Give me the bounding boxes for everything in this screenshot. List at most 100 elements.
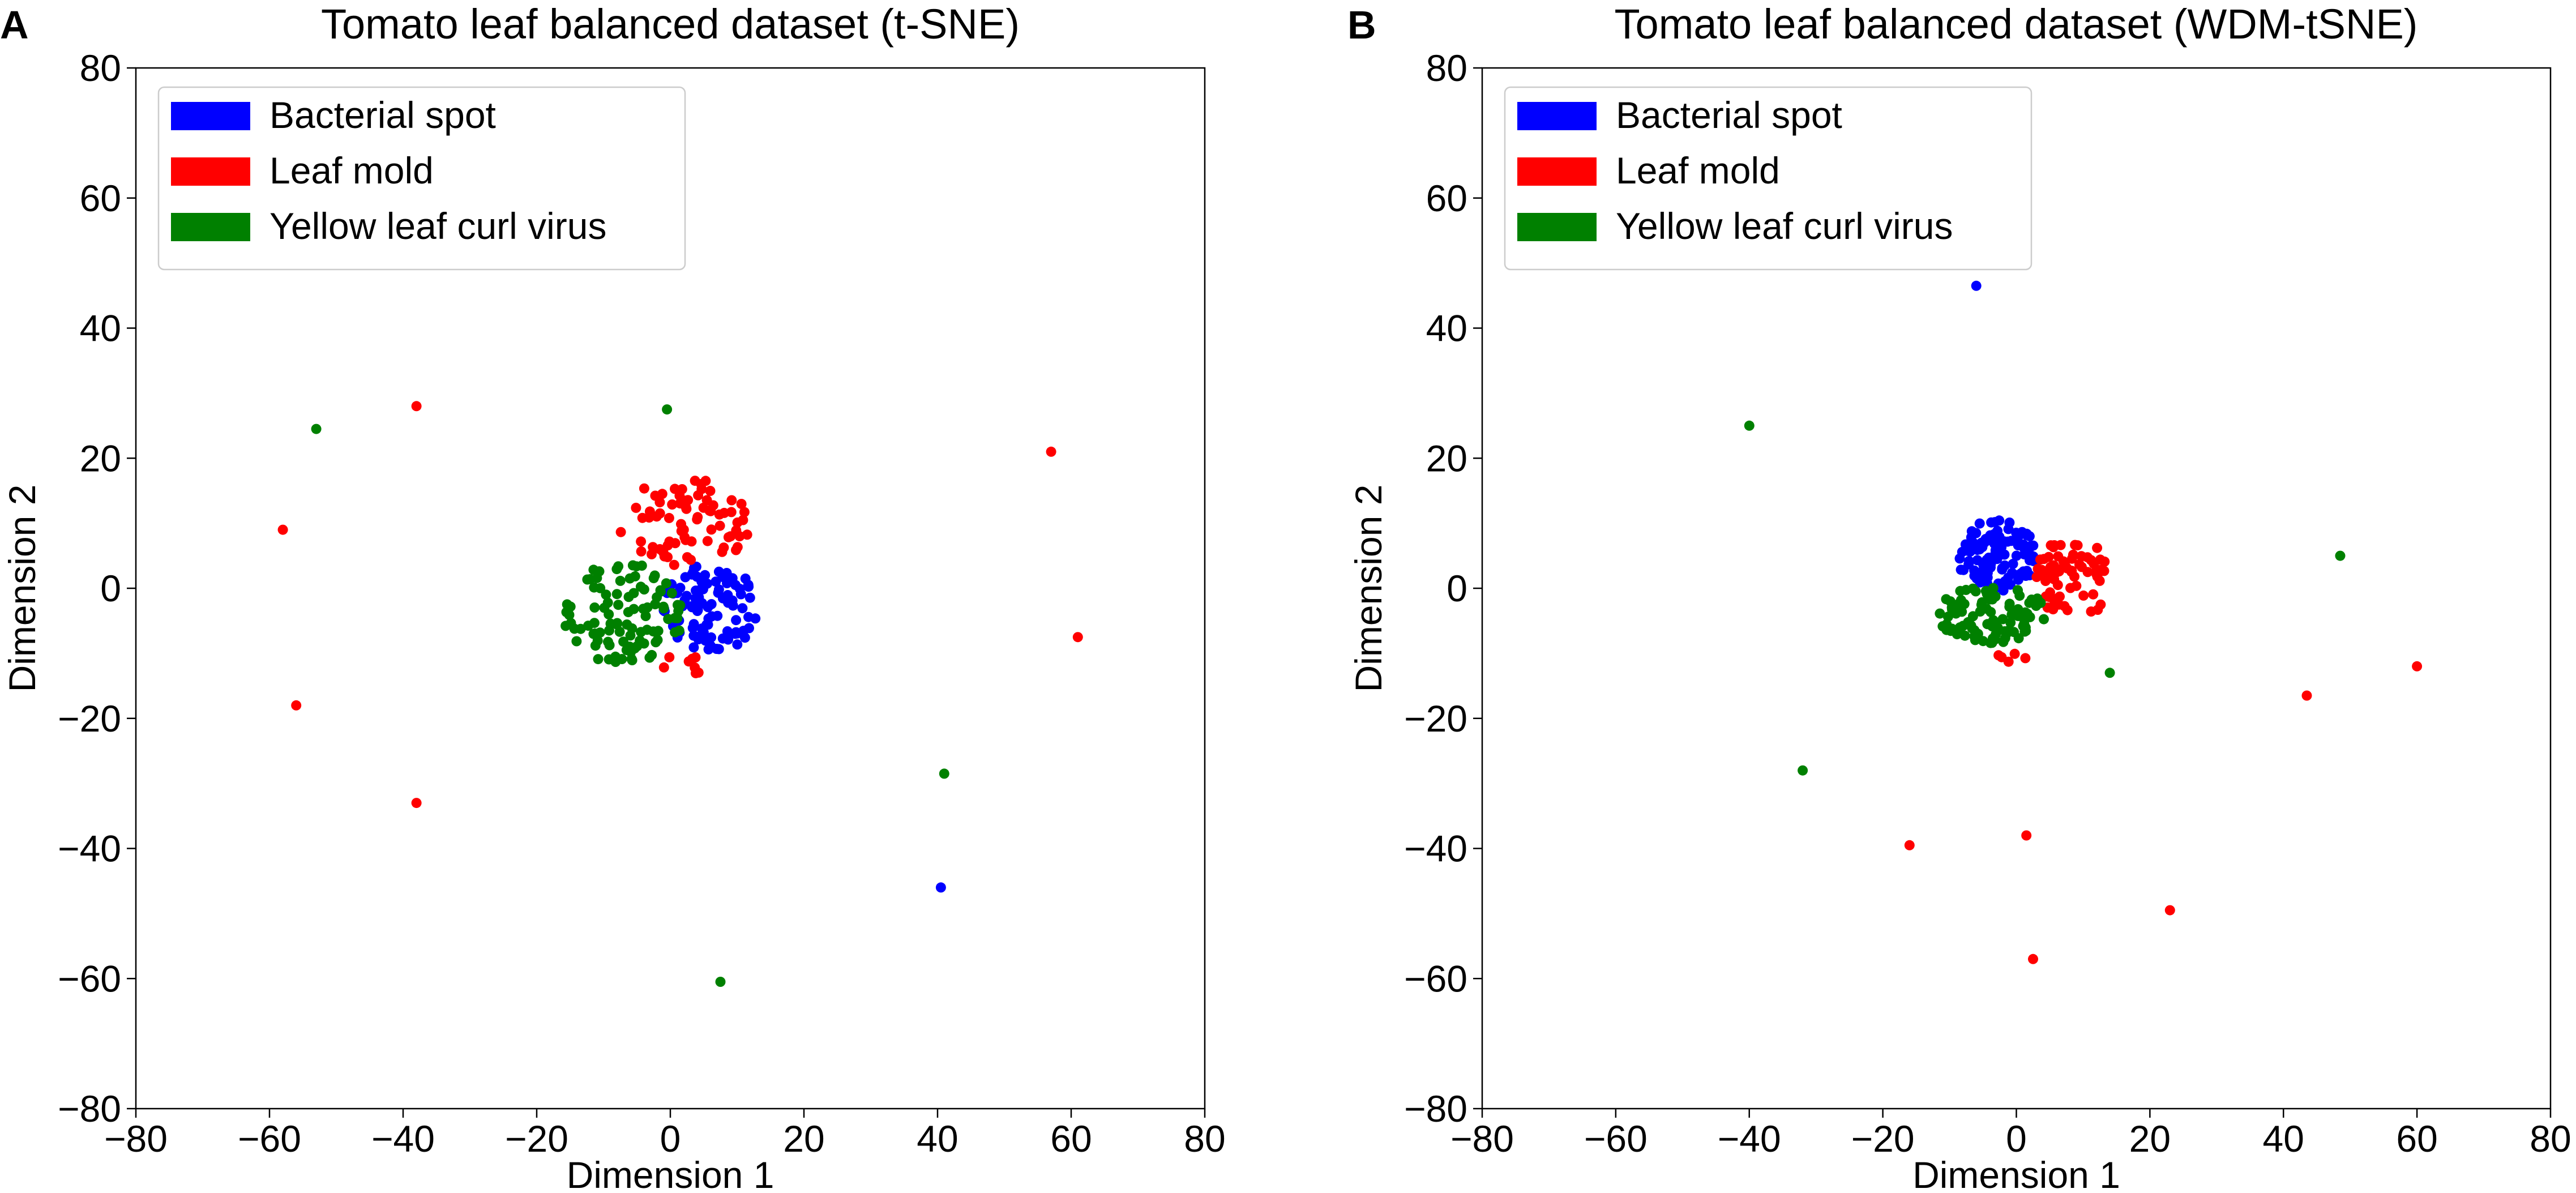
scatter-point xyxy=(589,582,600,593)
scatter-point xyxy=(715,977,726,987)
scatter-point xyxy=(638,604,649,614)
y-tick-label: −20 xyxy=(58,698,121,739)
scatter-point xyxy=(1937,621,1948,632)
scatter-point xyxy=(1963,559,1974,570)
x-tick-label: 60 xyxy=(1050,1118,1092,1160)
scatter-point xyxy=(610,657,621,667)
scatter-point xyxy=(692,512,703,523)
scatter-point xyxy=(2301,690,2312,701)
scatter-point xyxy=(1046,446,1056,457)
scatter-point xyxy=(736,499,747,509)
scatter-point xyxy=(614,626,625,637)
scatter-point xyxy=(690,662,700,673)
scatter-point xyxy=(742,529,752,540)
scatter-point xyxy=(732,639,743,650)
scatter-point xyxy=(2028,953,2038,964)
scatter-point xyxy=(2086,555,2096,566)
scatter-point xyxy=(636,536,647,547)
scatter-point xyxy=(2000,579,2011,590)
x-tick-label: −80 xyxy=(1450,1118,1514,1160)
scatter-point xyxy=(2091,569,2102,580)
scatter-point xyxy=(1959,598,1970,609)
scatter-point xyxy=(935,882,946,893)
scatter-point xyxy=(2008,558,2018,569)
scatter-point xyxy=(674,625,684,636)
scatter-point xyxy=(1990,634,2001,645)
scatter-point xyxy=(2088,589,2099,600)
scatter-point xyxy=(622,619,632,630)
scatter-point xyxy=(604,609,614,619)
x-tick-label: 80 xyxy=(2530,1118,2571,1160)
y-tick-label: −40 xyxy=(58,828,121,870)
x-axis-label: Dimension 1 xyxy=(1912,1154,2120,1193)
scatter-point xyxy=(676,525,687,536)
x-tick-label: −60 xyxy=(1584,1118,1648,1160)
scatter-point xyxy=(2076,551,2087,562)
scatter-point xyxy=(631,561,641,572)
chart-title: Tomato leaf balanced dataset (t-SNE) xyxy=(321,1,1020,48)
scatter-point xyxy=(672,613,683,623)
scatter-point xyxy=(2028,540,2039,551)
scatter-point xyxy=(2051,563,2062,574)
scatter-point xyxy=(611,589,622,600)
scatter-point xyxy=(630,643,640,654)
x-tick-label: −20 xyxy=(505,1118,568,1160)
scatter-point xyxy=(750,613,761,624)
scatter-point xyxy=(698,627,709,638)
y-tick-label: 80 xyxy=(1426,47,1467,89)
scatter-point xyxy=(2053,599,2064,610)
scatter-point xyxy=(604,625,614,636)
scatter-point xyxy=(679,497,690,507)
scatter-point xyxy=(2031,572,2042,582)
scatter-point xyxy=(707,611,717,622)
y-tick-label: 20 xyxy=(1426,437,1467,479)
scatter-point xyxy=(592,635,603,646)
scatter-point xyxy=(714,520,725,531)
scatter-point xyxy=(1972,628,1983,639)
scatter-point xyxy=(1980,534,1991,544)
scatter-point xyxy=(2004,601,2015,612)
scatter-point xyxy=(571,636,582,647)
scatter-point xyxy=(611,564,622,575)
scatter-point xyxy=(681,591,692,601)
scatter-point xyxy=(2049,540,2060,550)
scatter-point xyxy=(1976,600,1987,610)
legend-swatch xyxy=(1517,102,1597,130)
scatter-point xyxy=(1986,607,1996,617)
legend-box xyxy=(157,86,686,271)
scatter-point xyxy=(653,626,664,636)
scatter-point xyxy=(411,798,422,809)
y-tick-label: 0 xyxy=(100,567,121,609)
scatter-point xyxy=(2095,554,2106,565)
scatter-point xyxy=(732,517,743,528)
scatter-point xyxy=(2044,592,2055,602)
scatter-point xyxy=(1970,586,1981,597)
x-tick-label: −20 xyxy=(1851,1118,1915,1160)
scatter-point xyxy=(615,575,626,586)
scatter-point xyxy=(656,586,666,597)
scatter-point xyxy=(630,571,640,581)
scatter-point xyxy=(615,527,626,537)
scatter-point xyxy=(2024,597,2035,608)
scatter-point xyxy=(601,589,611,600)
scatter-point xyxy=(2011,550,2022,561)
scatter-point xyxy=(2058,556,2069,567)
panel-letter: A xyxy=(0,3,29,47)
scatter-point xyxy=(667,499,678,510)
scatter-point xyxy=(700,476,711,486)
scatter-point xyxy=(1954,553,1965,564)
scatter-point xyxy=(650,490,661,501)
scatter-point xyxy=(677,484,687,494)
scatter-point xyxy=(588,565,599,575)
scatter-point xyxy=(658,547,669,558)
x-axis-label: Dimension 1 xyxy=(567,1154,774,1193)
scatter-point xyxy=(722,626,733,636)
scatter-point xyxy=(2164,905,2175,916)
y-tick-label: 40 xyxy=(1426,307,1467,349)
legend-label: Yellow leaf curl virus xyxy=(1616,205,1953,247)
data-points xyxy=(277,401,1083,987)
scatter-point xyxy=(1798,765,1808,776)
legend-label: Leaf mold xyxy=(1616,149,1780,191)
y-tick-label: −80 xyxy=(58,1088,121,1130)
scatter-point xyxy=(589,602,600,613)
